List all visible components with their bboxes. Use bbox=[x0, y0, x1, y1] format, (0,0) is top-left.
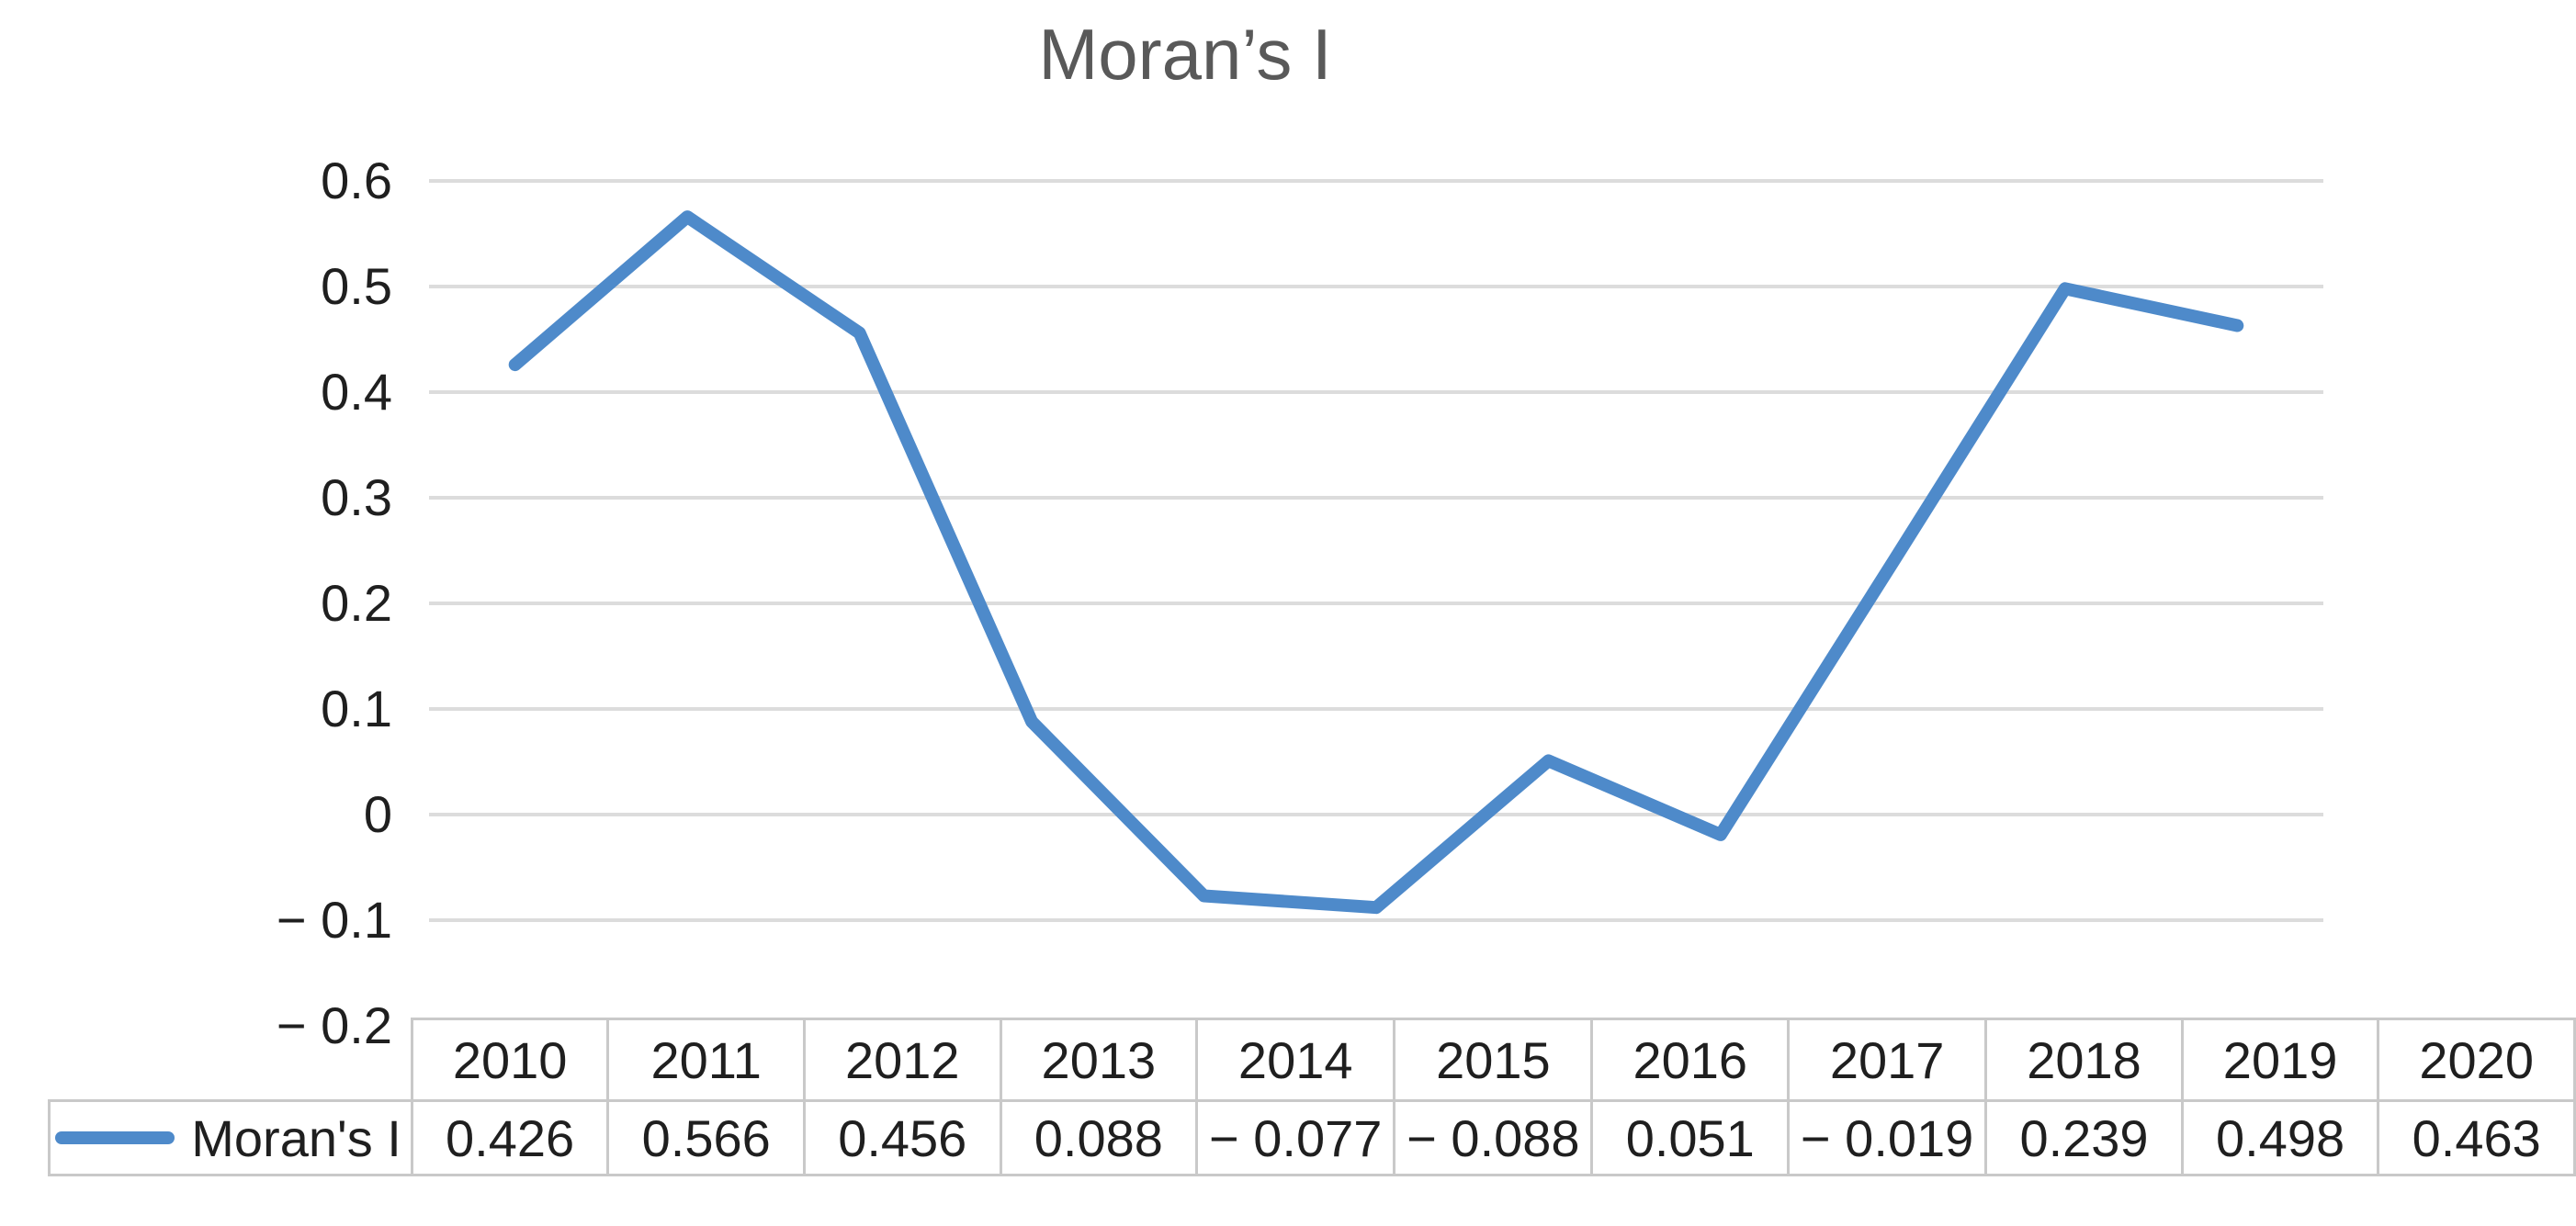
year-header-cell: 2013 bbox=[999, 1018, 1199, 1102]
chart-title: Moran’s I bbox=[1038, 14, 1332, 95]
y-axis-tick-label: 0.5 bbox=[321, 257, 392, 315]
year-header-cell: 2010 bbox=[410, 1018, 610, 1102]
table-header-row: 2010 2011 2012 2013 2014 2015 2016 2017 2018 2019… bbox=[50, 1018, 2576, 1102]
year-header-cell: 2017 bbox=[1787, 1018, 1988, 1102]
value-cell: − 0.019 bbox=[1787, 1099, 1988, 1176]
value-cell: 0.239 bbox=[1984, 1099, 2184, 1176]
series-line-legend-marker bbox=[55, 1131, 175, 1144]
value-cell: 0.088 bbox=[999, 1099, 1199, 1176]
y-axis-tick-label: − 0.1 bbox=[276, 891, 392, 949]
y-axis-tick-label: 0 bbox=[363, 785, 392, 843]
legend-cell: Moran's I bbox=[48, 1099, 413, 1176]
value-cell: 0.456 bbox=[802, 1099, 1002, 1176]
year-header-cell: 2018 bbox=[1984, 1018, 2184, 1102]
data-table: 2010 2011 2012 2013 2014 2015 2016 2017 2018 2019… bbox=[48, 1018, 2576, 1176]
year-header-cell: 2020 bbox=[2377, 1018, 2576, 1102]
y-axis-tick-label: 0.2 bbox=[321, 574, 392, 632]
y-axis-tick-label: 0.4 bbox=[321, 363, 392, 421]
legend-series-label: Moran's I bbox=[191, 1108, 401, 1167]
y-axis-tick-label: 0.1 bbox=[321, 680, 392, 737]
value-cell: − 0.088 bbox=[1393, 1099, 1594, 1176]
value-cell: − 0.077 bbox=[1195, 1099, 1396, 1176]
year-header-cell: 2015 bbox=[1393, 1018, 1594, 1102]
year-header-cell: 2014 bbox=[1195, 1018, 1396, 1102]
y-axis-tick-label: 0.6 bbox=[321, 152, 392, 209]
year-header-cell: 2012 bbox=[802, 1018, 1002, 1102]
year-header-cell: 2011 bbox=[606, 1018, 806, 1102]
year-header-cell: 2019 bbox=[2180, 1018, 2380, 1102]
legend: Moran's I bbox=[51, 1108, 409, 1168]
value-cell: 0.426 bbox=[410, 1099, 610, 1176]
year-header-cell: 2016 bbox=[1590, 1018, 1791, 1102]
y-axis-tick-label: − 0.2 bbox=[276, 996, 392, 1054]
table-values-row: Moran's I 0.426 0.566 0.456 0.088− 0.077− 0… bbox=[48, 1099, 2576, 1176]
y-axis-tick-label: 0.3 bbox=[321, 468, 392, 526]
series-line bbox=[508, 210, 2244, 915]
value-cell: 0.566 bbox=[606, 1099, 806, 1176]
value-cell: 0.498 bbox=[2180, 1099, 2380, 1176]
value-cell: 0.051 bbox=[1590, 1099, 1791, 1176]
value-cell: 0.463 bbox=[2377, 1099, 2576, 1176]
